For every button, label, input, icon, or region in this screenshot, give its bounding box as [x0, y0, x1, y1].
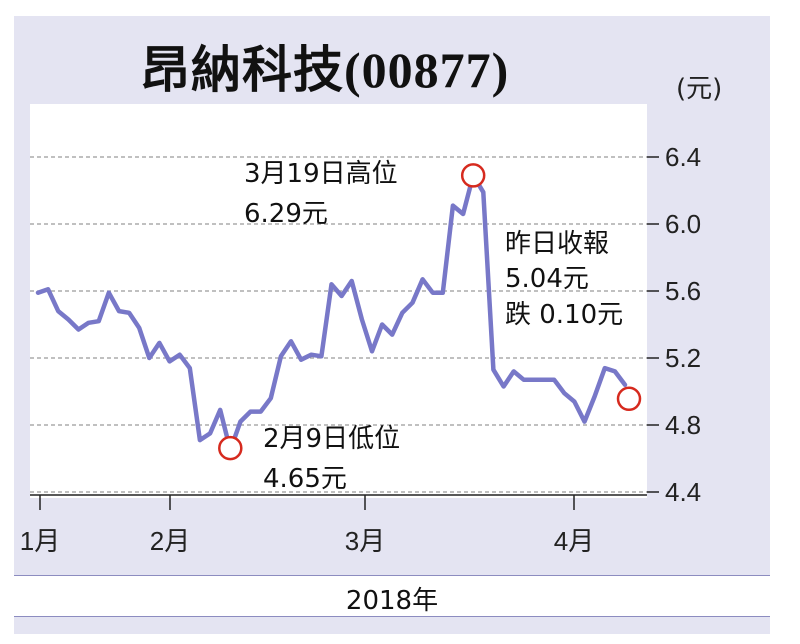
- low-annotation-value: 4.65元: [263, 464, 347, 494]
- year-label: 2018年: [345, 586, 439, 616]
- close-marker: [616, 386, 642, 412]
- y-unit-label: (元): [676, 74, 723, 104]
- y-tick-label: 5.2: [665, 343, 701, 373]
- x-tick-label: 3月: [345, 526, 385, 556]
- x-axis-ticks: 1月 2月 3月 4月: [20, 495, 594, 556]
- x-tick-label: 2月: [150, 526, 190, 556]
- y-tick-label: 5.6: [665, 276, 701, 306]
- x-tick-label: 1月: [20, 526, 60, 556]
- plot-area: [30, 104, 647, 498]
- markers: [218, 163, 642, 461]
- low-annotation-date: 2月9日低位: [263, 424, 400, 454]
- high-annotation-date: 3月19日高位: [244, 159, 398, 189]
- price-line: [35, 173, 628, 453]
- y-axis-ticks: 6.4 6.0 5.6 5.2 4.8 4.4: [647, 142, 701, 507]
- chart-title: 昂納科技(00877): [140, 42, 510, 98]
- y-tick-label: 4.4: [665, 477, 701, 507]
- close-annotation-change: 跌 0.10元: [505, 300, 623, 330]
- x-axis-footer: 2018年: [14, 575, 770, 617]
- x-tick-label: 4月: [554, 526, 594, 556]
- y-tick-label: 4.8: [665, 410, 701, 440]
- high-annotation-value: 6.29元: [244, 199, 328, 229]
- y-tick-label: 6.4: [665, 142, 701, 172]
- close-annotation-value: 5.04元: [505, 264, 589, 294]
- close-annotation-title: 昨日收報: [505, 229, 609, 259]
- high-marker: [460, 163, 486, 188]
- y-tick-label: 6.0: [665, 209, 701, 239]
- low-marker: [218, 435, 243, 461]
